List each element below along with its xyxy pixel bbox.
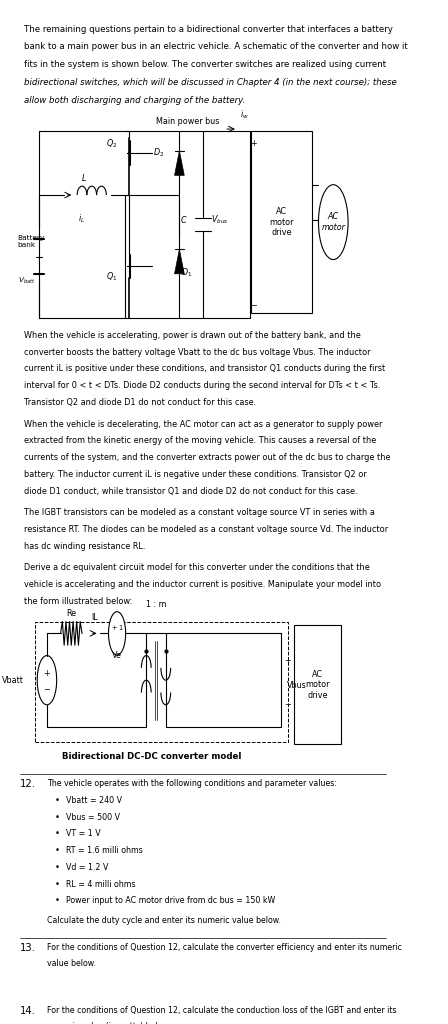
Text: battery. The inductor current iL is negative under these conditions. Transistor : battery. The inductor current iL is nega… <box>24 470 366 479</box>
Text: When the vehicle is accelerating, power is drawn out of the battery bank, and th: When the vehicle is accelerating, power … <box>24 331 360 340</box>
Text: +: + <box>43 669 50 678</box>
Text: Main power bus: Main power bus <box>155 117 219 126</box>
Text: Re: Re <box>66 608 76 617</box>
Text: bank to a main power bus in an electric vehicle. A schematic of the converter an: bank to a main power bus in an electric … <box>24 42 407 51</box>
Text: Ve: Ve <box>112 651 122 660</box>
Text: $D_2$: $D_2$ <box>153 146 164 160</box>
Circle shape <box>108 611 125 655</box>
Text: For the conditions of Question 12, calculate the conduction loss of the IGBT and: For the conditions of Question 12, calcu… <box>47 1006 396 1015</box>
Bar <box>35 622 289 741</box>
Text: 14.: 14. <box>20 1006 35 1016</box>
Text: •: • <box>55 896 60 905</box>
Text: For the conditions of Question 12, calculate the converter efficiency and enter : For the conditions of Question 12, calcu… <box>47 943 402 951</box>
Text: 1 : m: 1 : m <box>146 600 166 608</box>
Text: Vd = 1.2 V: Vd = 1.2 V <box>66 863 109 871</box>
Text: RL = 4 milli ohms: RL = 4 milli ohms <box>66 880 136 889</box>
Text: 12.: 12. <box>20 779 36 790</box>
Text: Vbatt: Vbatt <box>2 676 24 685</box>
Text: Power input to AC motor drive from dc bus = 150 kW: Power input to AC motor drive from dc bu… <box>66 896 276 905</box>
Text: $C$: $C$ <box>180 214 187 225</box>
Text: −: − <box>43 685 50 694</box>
Text: When the vehicle is decelerating, the AC motor can act as a generator to supply : When the vehicle is decelerating, the AC… <box>24 420 382 429</box>
Text: extracted from the kinetic energy of the moving vehicle. This causes a reversal : extracted from the kinetic energy of the… <box>24 436 376 445</box>
Text: diode D1 conduct, while transistor Q1 and diode D2 do not conduct for this case.: diode D1 conduct, while transistor Q1 an… <box>24 486 357 496</box>
Circle shape <box>37 655 57 705</box>
Text: AC
motor: AC motor <box>321 212 345 231</box>
Text: The IGBT transistors can be modeled as a constant voltage source VT in series wi: The IGBT transistors can be modeled as a… <box>24 508 375 517</box>
Text: Derive a dc equivalent circuit model for this converter under the conditions tha: Derive a dc equivalent circuit model for… <box>24 563 369 572</box>
Text: has dc winding resistance RL.: has dc winding resistance RL. <box>24 542 145 551</box>
Text: currents of the system, and the converter extracts power out of the dc bus to ch: currents of the system, and the converte… <box>24 453 390 462</box>
Text: resistance RT. The diodes can be modeled as a constant voltage source Vd. The in: resistance RT. The diodes can be modeled… <box>24 525 388 535</box>
Text: Transistor Q2 and diode D1 do not conduct for this case.: Transistor Q2 and diode D1 do not conduc… <box>24 398 256 407</box>
Text: $Q_2$: $Q_2$ <box>106 137 117 150</box>
Text: Vbatt = 240 V: Vbatt = 240 V <box>66 796 122 805</box>
Text: Vbus = 500 V: Vbus = 500 V <box>66 813 121 821</box>
Bar <box>294 626 341 743</box>
Text: •: • <box>55 880 60 889</box>
Text: $L$: $L$ <box>81 172 87 183</box>
Text: •: • <box>55 829 60 839</box>
Text: IL: IL <box>91 612 98 622</box>
Text: $i_L$: $i_L$ <box>78 213 85 225</box>
Text: AC
motor
drive: AC motor drive <box>306 670 330 699</box>
Circle shape <box>319 184 348 259</box>
Text: fits in the system is shown below. The converter switches are realized using cur: fits in the system is shown below. The c… <box>24 60 386 69</box>
Text: RT = 1.6 milli ohms: RT = 1.6 milli ohms <box>66 846 143 855</box>
Text: the form illustrated below:: the form illustrated below: <box>24 597 132 606</box>
Text: •: • <box>55 846 60 855</box>
Text: •: • <box>55 863 60 871</box>
Text: VT = 1 V: VT = 1 V <box>66 829 101 839</box>
Text: Calculate the duty cycle and enter its numeric value below.: Calculate the duty cycle and enter its n… <box>47 916 281 925</box>
Text: The vehicle operates with the following conditions and parameter values:: The vehicle operates with the following … <box>47 779 337 788</box>
Text: The remaining questions pertain to a bidirectional converter that interfaces a b: The remaining questions pertain to a bid… <box>24 25 392 34</box>
Text: +: + <box>284 656 291 665</box>
Text: $V_{bus}$: $V_{bus}$ <box>211 213 228 226</box>
Text: $i_w$: $i_w$ <box>240 109 249 121</box>
Text: $V_{batt}$: $V_{batt}$ <box>18 276 35 287</box>
Text: Battery
bank: Battery bank <box>18 236 45 249</box>
Text: 1: 1 <box>118 626 122 632</box>
Text: $Q_1$: $Q_1$ <box>106 270 117 283</box>
Text: +: + <box>112 626 117 632</box>
Text: numeric value (in watts) below.: numeric value (in watts) below. <box>47 1023 171 1024</box>
Text: •: • <box>55 796 60 805</box>
Text: value below.: value below. <box>47 959 96 969</box>
Text: −: − <box>284 700 291 710</box>
Text: current iL is positive under these conditions, and transistor Q1 conducts during: current iL is positive under these condi… <box>24 365 385 374</box>
Text: converter boosts the battery voltage Vbatt to the dc bus voltage Vbus. The induc: converter boosts the battery voltage Vba… <box>24 348 370 356</box>
Bar <box>251 131 312 313</box>
Text: +: + <box>250 139 257 147</box>
Text: −: − <box>250 301 257 310</box>
Polygon shape <box>175 249 184 273</box>
Text: 13.: 13. <box>20 943 35 952</box>
Text: interval for 0 < t < DTs. Diode D2 conducts during the second interval for DTs <: interval for 0 < t < DTs. Diode D2 condu… <box>24 381 380 390</box>
Text: Bidirectional DC-DC converter model: Bidirectional DC-DC converter model <box>62 752 242 761</box>
Text: bidirectional switches, which will be discussed in Chapter 4 (in the next course: bidirectional switches, which will be di… <box>24 78 396 87</box>
Text: $D_1$: $D_1$ <box>181 266 193 279</box>
Text: Vbus: Vbus <box>287 681 306 689</box>
Polygon shape <box>175 151 184 175</box>
Text: •: • <box>55 813 60 821</box>
Text: vehicle is accelerating and the inductor current is positive. Manipulate your mo: vehicle is accelerating and the inductor… <box>24 581 381 589</box>
Text: allow both discharging and charging of the battery.: allow both discharging and charging of t… <box>24 95 245 104</box>
Text: AC
motor
drive: AC motor drive <box>269 207 294 237</box>
